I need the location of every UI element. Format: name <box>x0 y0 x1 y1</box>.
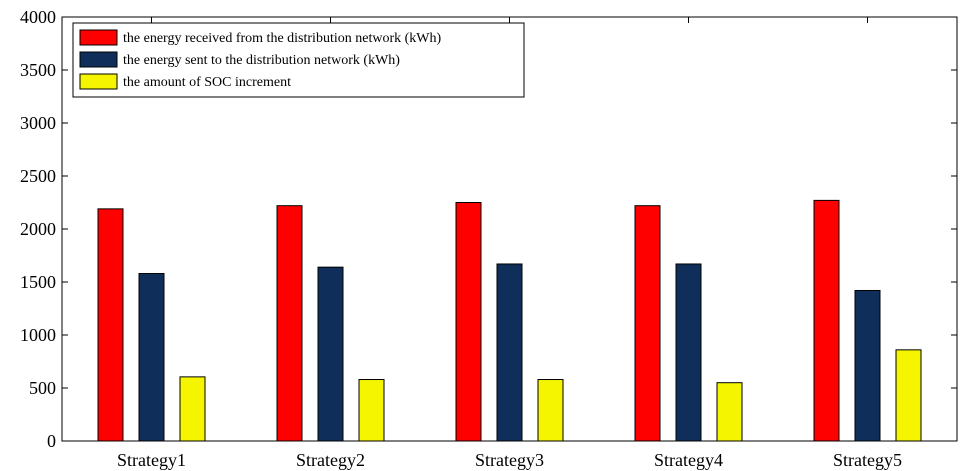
bar-2-strategy2 <box>317 266 344 442</box>
legend-swatch-2 <box>79 51 118 68</box>
legend: the energy received from the distributio… <box>72 22 525 98</box>
x-tick-label: Strategy3 <box>475 450 544 470</box>
y-tick-label: 2500 <box>20 166 56 186</box>
bar-2-strategy4 <box>675 263 702 442</box>
x-tick-label: Strategy2 <box>296 450 365 470</box>
y-tick-label: 3500 <box>20 60 56 80</box>
legend-swatch-1 <box>79 29 118 46</box>
bar-2-strategy5 <box>854 289 881 442</box>
legend-label-3: the amount of SOC increment <box>123 75 291 90</box>
bar-1-strategy3 <box>455 202 482 442</box>
bar-3-strategy3 <box>537 379 564 442</box>
plot-area: 0 500 1000 1500 2000 2500 3000 3500 4000 Strategy… <box>20 7 958 470</box>
bar-3-strategy5 <box>895 349 922 442</box>
y-tick-label: 1500 <box>20 272 56 292</box>
y-tick-label: 1000 <box>20 325 56 345</box>
bar-2-strategy1 <box>138 273 165 442</box>
x-tick-label: Strategy4 <box>654 450 723 470</box>
legend-box <box>72 22 525 98</box>
bar-1-strategy4 <box>634 205 661 442</box>
legend-swatch-3 <box>79 73 118 90</box>
bar-3-strategy2 <box>358 379 385 442</box>
x-tick-label: Strategy5 <box>833 450 902 470</box>
bar-1-strategy1 <box>97 208 124 442</box>
y-tick-label: 3000 <box>20 113 56 133</box>
bar-1-strategy5 <box>813 199 840 442</box>
bar-2-strategy3 <box>496 263 523 442</box>
x-tick-label: Strategy1 <box>117 450 186 470</box>
legend-label-2: the energy sent to the distribution netw… <box>123 53 400 68</box>
bar-3-strategy4 <box>716 382 743 442</box>
bar-1-strategy2 <box>276 205 303 442</box>
legend-label-1: the energy received from the distributio… <box>123 31 441 46</box>
bar-3-strategy1 <box>179 376 206 442</box>
y-tick-label: 4000 <box>20 7 56 27</box>
y-tick-label: 2000 <box>20 219 56 239</box>
y-tick-label: 0 <box>47 431 56 451</box>
y-tick-label: 500 <box>29 378 56 398</box>
